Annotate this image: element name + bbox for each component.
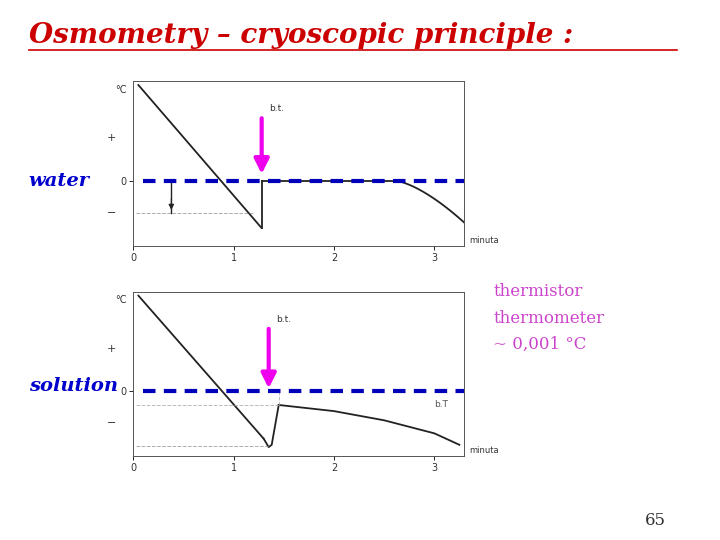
Text: water: water bbox=[29, 172, 90, 190]
Text: °C: °C bbox=[115, 295, 127, 306]
Text: minuta: minuta bbox=[469, 236, 499, 245]
Text: b.t.: b.t. bbox=[269, 104, 284, 113]
Text: +: + bbox=[107, 133, 116, 144]
Text: 65: 65 bbox=[644, 512, 666, 529]
Text: −: − bbox=[107, 418, 116, 428]
Text: solution: solution bbox=[29, 377, 118, 395]
Text: °C: °C bbox=[115, 85, 127, 95]
Text: Osmometry – cryoscopic principle :: Osmometry – cryoscopic principle : bbox=[29, 22, 573, 49]
Text: −: − bbox=[107, 208, 116, 218]
Text: +: + bbox=[107, 344, 116, 354]
Text: thermistor
thermometer
~ 0,001 °C: thermistor thermometer ~ 0,001 °C bbox=[493, 284, 604, 353]
Text: b.T: b.T bbox=[434, 400, 449, 409]
Text: minuta: minuta bbox=[469, 447, 499, 455]
Text: b.t.: b.t. bbox=[276, 315, 291, 324]
